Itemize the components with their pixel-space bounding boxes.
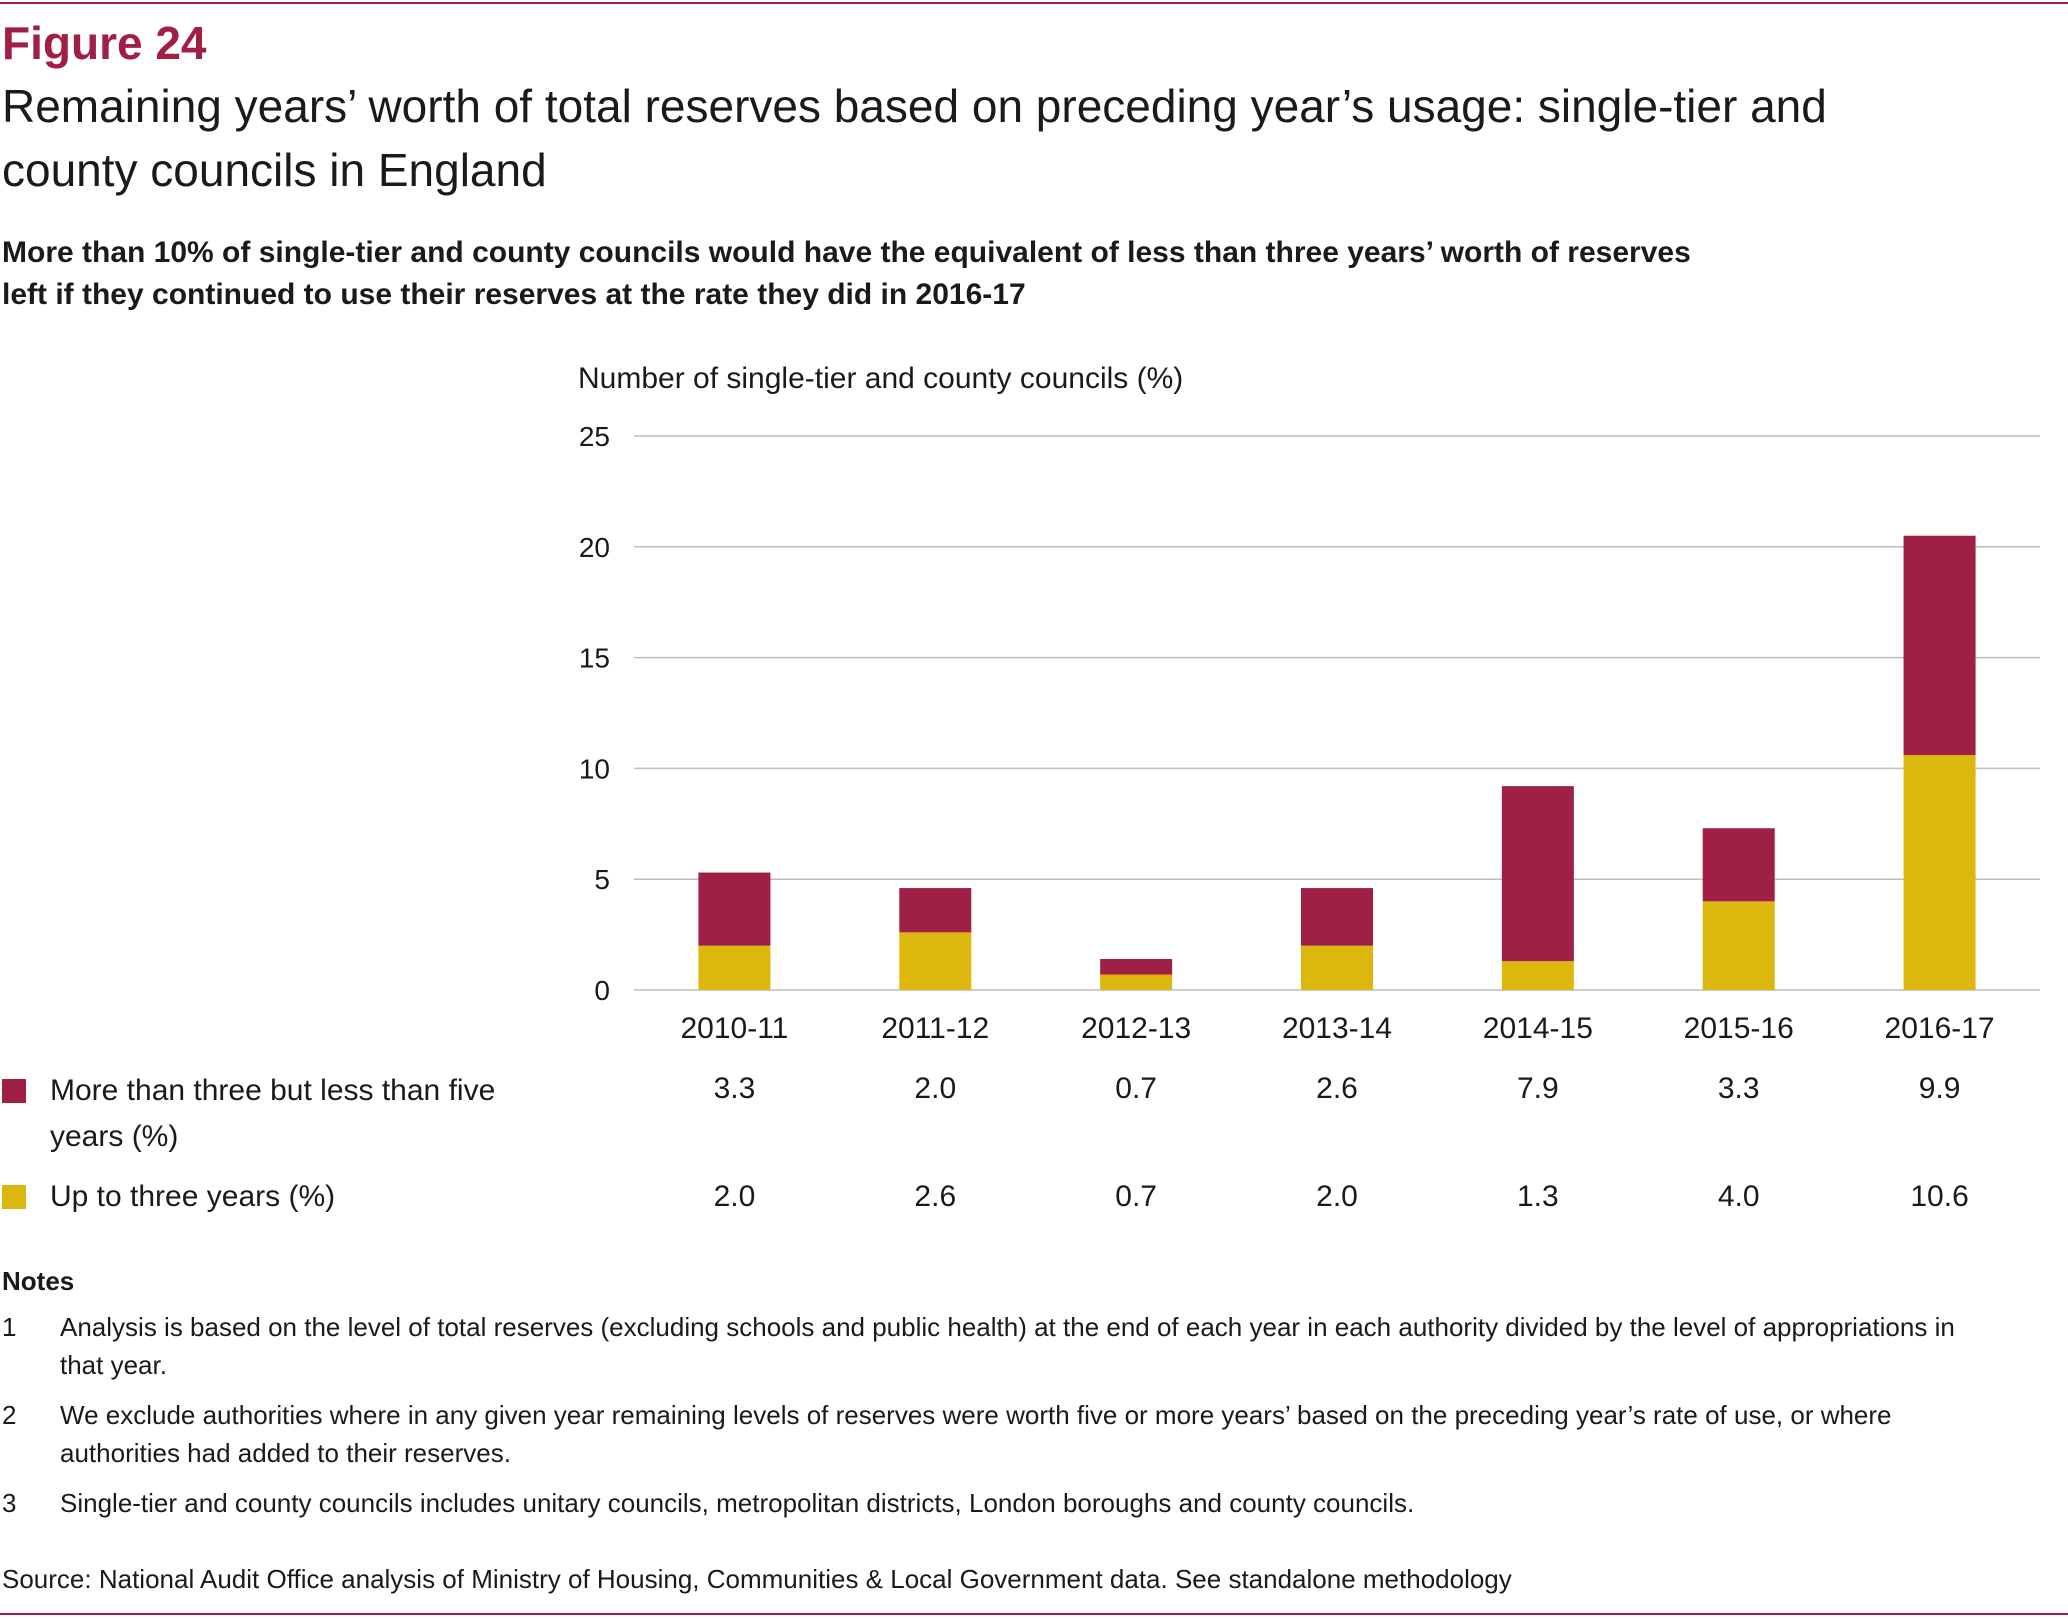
x-tick-label: 2016-17 [1885, 1012, 1995, 1045]
bar-up-to-three [1301, 945, 1373, 990]
gridlines [634, 435, 2040, 991]
bar-up-to-three [899, 932, 972, 990]
y-tick-label: 5 [594, 864, 610, 895]
note-number: 3 [2, 1488, 17, 1518]
legend-swatch-up-to-three [2, 1185, 26, 1209]
y-axis-ticks: 0 5 10 15 20 25 [579, 421, 610, 1006]
figure-subtitle: More than 10% of single-tier and county … [2, 236, 1691, 311]
value-label-up-to-three: 2.0 [714, 1180, 756, 1213]
value-label-up-to-three: 2.0 [1316, 1180, 1358, 1213]
y-tick-label: 0 [594, 975, 610, 1006]
legend-swatch-more-than-three [2, 1079, 26, 1103]
value-label-more-than-three: 9.9 [1919, 1072, 1961, 1105]
notes-heading: Notes [2, 1266, 75, 1296]
bar-more-than-three [1702, 828, 1775, 902]
value-label-more-than-three: 2.0 [914, 1072, 956, 1105]
data-table-values: 3.3 2.0 2.0 2.6 0.7 0.7 2.6 2.0 7.9 1.3 3.3 4.0 9.9 1… [714, 1072, 1969, 1213]
value-label-more-than-three: 7.9 [1517, 1072, 1559, 1105]
bar-up-to-three [1501, 961, 1574, 990]
value-label-more-than-three: 3.3 [714, 1072, 756, 1105]
x-tick-label: 2010-11 [680, 1012, 788, 1045]
y-tick-label: 25 [579, 421, 610, 452]
bar-more-than-three [698, 872, 771, 946]
legend-label-more-than-three: More than three but less than five years… [50, 1074, 496, 1153]
bar-more-than-three [1501, 786, 1574, 962]
value-label-more-than-three: 3.3 [1718, 1072, 1760, 1105]
x-tick-label: 2011-12 [881, 1012, 989, 1045]
x-tick-label: 2012-13 [1081, 1012, 1191, 1045]
y-tick-label: 20 [579, 532, 610, 563]
bar-up-to-three [1903, 755, 1976, 990]
value-label-more-than-three: 0.7 [1115, 1072, 1157, 1105]
note-text: Analysis is based on the level of total … [60, 1312, 1955, 1380]
note-text: Single-tier and county councils includes… [60, 1488, 1415, 1518]
bars [698, 535, 1976, 990]
bar-more-than-three [1100, 958, 1173, 975]
top-rule [0, 2, 2068, 4]
note-number: 1 [2, 1312, 17, 1342]
figure-number: Figure 24 [2, 17, 207, 69]
value-label-up-to-three: 4.0 [1718, 1180, 1760, 1213]
x-axis-ticks: 2010-11 2011-12 2012-13 2013-14 2014-15 2015-… [680, 1012, 1994, 1045]
y-axis-title: Number of single-tier and county council… [578, 362, 1183, 395]
y-tick-label: 15 [579, 643, 610, 674]
value-label-up-to-three: 2.6 [914, 1180, 956, 1213]
bottom-rule [0, 1613, 2068, 1615]
y-tick-label: 10 [579, 753, 610, 784]
source-note: Source: National Audit Office analysis o… [2, 1564, 1512, 1594]
bar-up-to-three [698, 945, 771, 990]
bar-up-to-three [1702, 901, 1775, 990]
bar-up-to-three [1100, 974, 1173, 990]
value-label-more-than-three: 2.6 [1316, 1072, 1358, 1105]
figure-title: Remaining years’ worth of total reserves… [2, 80, 1827, 196]
value-label-up-to-three: 10.6 [1910, 1180, 1968, 1213]
bar-more-than-three [1301, 888, 1373, 946]
bar-more-than-three [1903, 535, 1976, 756]
bar-more-than-three [899, 888, 972, 933]
value-label-up-to-three: 0.7 [1115, 1180, 1157, 1213]
stacked-bar-chart: Number of single-tier and county council… [578, 362, 2040, 1213]
value-label-up-to-three: 1.3 [1517, 1180, 1559, 1213]
note-number: 2 [2, 1400, 17, 1430]
x-tick-label: 2013-14 [1282, 1012, 1392, 1045]
note-text: We exclude authorities where in any give… [60, 1400, 1892, 1468]
x-tick-label: 2014-15 [1483, 1012, 1593, 1045]
x-tick-label: 2015-16 [1684, 1012, 1794, 1045]
legend-label-up-to-three: Up to three years (%) [50, 1180, 336, 1213]
